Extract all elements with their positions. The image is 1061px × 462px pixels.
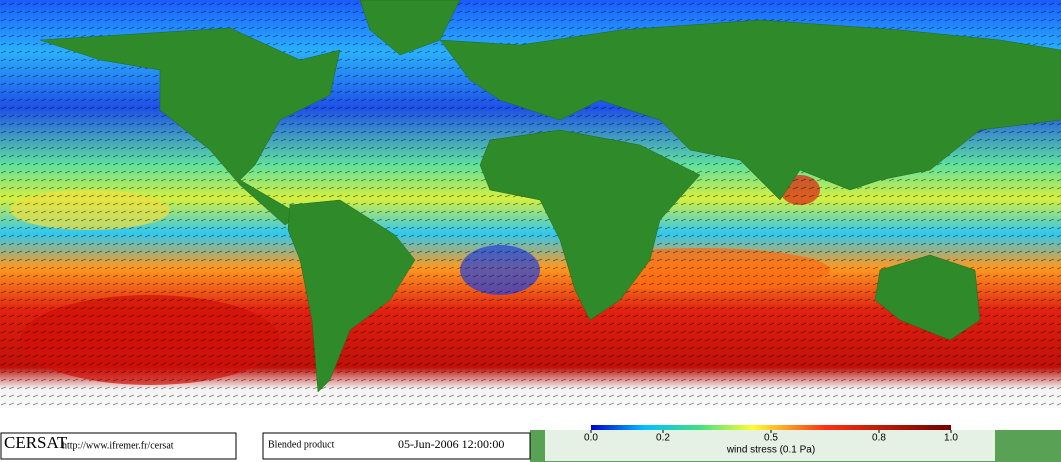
colorbar-tick-label: 0.8 bbox=[872, 433, 886, 444]
colorbar-title: wind stress (0.1 Pa) bbox=[726, 445, 815, 456]
brand: CERSAT bbox=[4, 433, 68, 452]
continents bbox=[39, 0, 1061, 393]
product: Blended product bbox=[268, 439, 335, 450]
footer-box bbox=[262, 432, 531, 460]
colorbar-tick-label: 0.0 bbox=[584, 433, 598, 444]
url: http://www.ifremer.fr/cersat bbox=[62, 440, 174, 451]
colorbar-tick-label: 0.5 bbox=[764, 433, 778, 444]
date: 05-Jun-2006 12:00:00 bbox=[398, 437, 504, 451]
colorbar-tick-label: 1.0 bbox=[944, 433, 958, 444]
colorbar-tick-label: 0.2 bbox=[656, 433, 670, 444]
colorbar bbox=[591, 425, 951, 430]
footer-box bbox=[0, 432, 237, 460]
